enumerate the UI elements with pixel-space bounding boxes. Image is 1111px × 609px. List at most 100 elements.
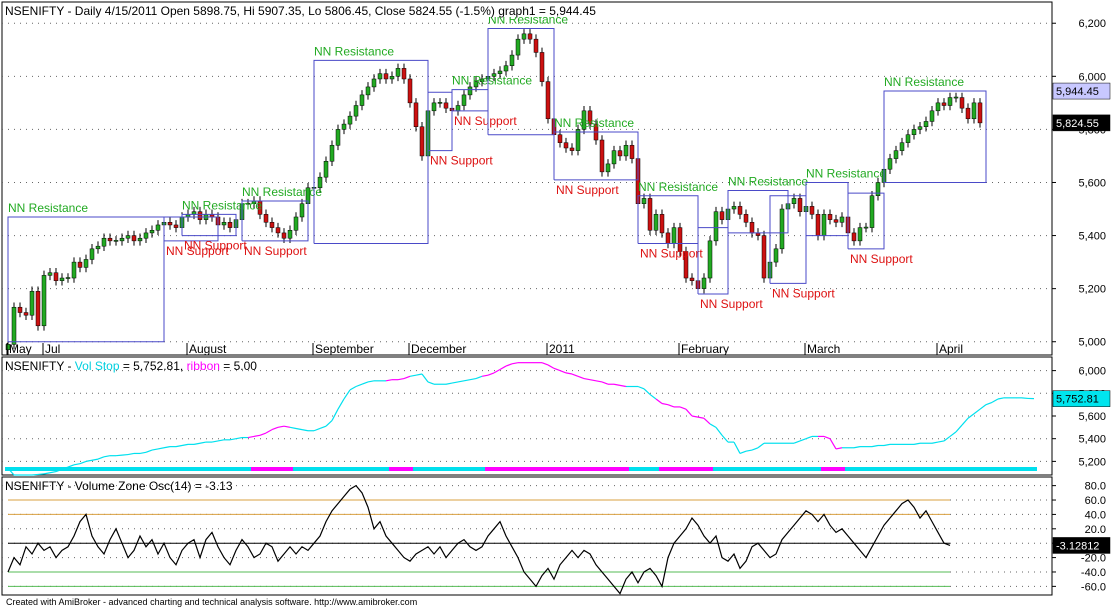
candle: [329, 145, 335, 162]
vol-stop-segment: [547, 364, 555, 369]
ribbon-cell: [665, 467, 671, 471]
vol-stop-segment: [277, 425, 285, 428]
vol-stop-title: NSENIFTY - Vol Stop = 5,752.81, ribbon =…: [5, 359, 257, 373]
osc-title: NSENIFTY - Volume Zone Osc(14) = -3.13: [5, 479, 233, 493]
ribbon-cell: [881, 467, 887, 471]
ribbon-cell: [449, 467, 455, 471]
ribbon-cell: [17, 467, 23, 471]
x-tick-label: February: [681, 342, 729, 356]
candle: [83, 259, 89, 268]
ribbon-cell: [923, 467, 929, 471]
candle: [527, 33, 533, 40]
vol-stop-segment: [757, 442, 765, 449]
price-title: NSENIFTY - Daily 4/15/2011 Open 5898.75,…: [5, 4, 596, 18]
vol-stop-segment: [421, 373, 429, 383]
vol-stop-segment: [331, 408, 339, 421]
x-tick-label: March: [807, 342, 840, 356]
candle: [221, 222, 227, 226]
vol-stop-segment: [115, 454, 123, 457]
candle: [821, 214, 827, 236]
title-part: = 5,752.81,: [120, 359, 187, 373]
candle: [809, 206, 815, 215]
candle: [677, 227, 683, 252]
vol-stop-segment: [565, 372, 573, 375]
candle: [227, 222, 233, 228]
nn-support-label: NN Support: [850, 252, 913, 266]
ribbon-cell: [401, 467, 407, 471]
vol-stop-segment: [499, 365, 507, 371]
vol-stop-segment: [871, 444, 879, 448]
vol-stop-segment: [823, 435, 831, 440]
candle: [431, 102, 437, 112]
ribbon-cell: [917, 467, 923, 471]
x-tick-label: Jul: [45, 342, 60, 356]
footer-credit: Created with AmiBroker - advanced charti…: [6, 597, 418, 607]
vol-stop-segment: [313, 427, 321, 432]
ribbon-cell: [131, 467, 137, 471]
vol-stop-segment: [181, 443, 189, 447]
vol-stop-segment: [127, 452, 135, 456]
nn-support-label: NN Support: [640, 247, 703, 261]
candle: [935, 102, 941, 112]
nn-support-label: NN Support: [430, 154, 493, 168]
ribbon-cell: [113, 467, 119, 471]
candle: [953, 96, 959, 99]
ribbon-cell: [377, 467, 383, 471]
vol-stop-segment: [931, 441, 939, 444]
candle: [491, 73, 497, 77]
vol-stop-segment: [991, 398, 999, 403]
candle: [143, 232, 149, 239]
nn-box: [847, 192, 885, 250]
candle: [293, 216, 299, 231]
candle: [149, 230, 155, 234]
candle: [863, 226, 869, 229]
vol-stop-segment: [367, 380, 375, 383]
candle: [23, 312, 29, 316]
vol-stop-segment: [661, 402, 669, 406]
candle: [317, 176, 323, 189]
vol-stop-segment: [199, 441, 207, 444]
ribbon-cell: [125, 467, 131, 471]
ribbon-cell: [143, 467, 149, 471]
vol-stop-segment: [457, 380, 465, 383]
candle: [965, 107, 971, 120]
vol-stop-segment: [691, 415, 699, 418]
candle: [113, 240, 119, 242]
y-tick-label: 6,000: [1078, 71, 1106, 83]
ribbon-cell: [179, 467, 185, 471]
ribbon-cell: [347, 467, 353, 471]
vol-stop-segment: [709, 423, 717, 428]
ribbon-cell: [239, 467, 245, 471]
vol-stop-segment: [121, 453, 129, 456]
nn-resistance-label: NN Resistance: [8, 201, 88, 215]
ribbon-cell: [389, 467, 395, 471]
ribbon-cell: [677, 467, 683, 471]
vol-stop-segment: [583, 377, 591, 381]
candle: [959, 97, 965, 109]
ribbon-cell: [437, 467, 443, 471]
ribbon-cell: [311, 467, 317, 471]
ribbon-cell: [419, 467, 425, 471]
candle: [275, 227, 281, 234]
nn-resistance-label: NN Resistance: [314, 44, 394, 58]
ribbon-cell: [839, 467, 845, 471]
ribbon-cell: [641, 467, 647, 471]
ribbon-cell: [953, 467, 959, 471]
ribbon-cell: [1001, 467, 1007, 471]
x-tick-label: September: [315, 342, 374, 356]
nn-box: [637, 195, 699, 245]
value-tag: [1052, 537, 1111, 554]
ribbon-cell: [221, 467, 227, 471]
pane-frame: [1, 476, 1053, 596]
vol-stop-segment: [403, 375, 411, 380]
ribbon-cell: [539, 467, 545, 471]
candle: [713, 211, 719, 242]
ribbon-cell: [569, 467, 575, 471]
candle: [395, 68, 401, 77]
ribbon-cell: [845, 467, 851, 471]
candle: [53, 272, 59, 281]
vol-stop-segment: [343, 389, 351, 400]
ribbon-cell: [785, 467, 791, 471]
candle: [623, 145, 629, 157]
vol-stop-segment: [949, 431, 957, 437]
